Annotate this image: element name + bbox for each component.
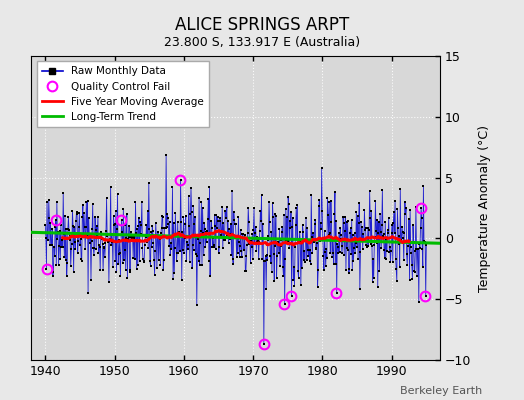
Text: ALICE SPRINGS ARPT: ALICE SPRINGS ARPT: [175, 16, 349, 34]
Text: 23.800 S, 133.917 E (Australia): 23.800 S, 133.917 E (Australia): [164, 36, 360, 49]
Legend: Raw Monthly Data, Quality Control Fail, Five Year Moving Average, Long-Term Tren: Raw Monthly Data, Quality Control Fail, …: [37, 61, 209, 127]
Y-axis label: Temperature Anomaly (°C): Temperature Anomaly (°C): [478, 124, 492, 292]
Text: Berkeley Earth: Berkeley Earth: [400, 386, 482, 396]
